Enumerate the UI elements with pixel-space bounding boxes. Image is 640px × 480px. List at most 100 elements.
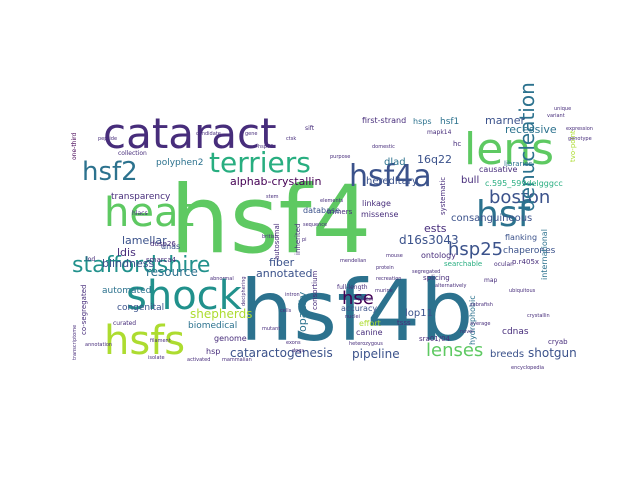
word-d16s3043: d16s3043 xyxy=(399,233,459,247)
word-polyphen2: polyphen2 xyxy=(156,158,203,168)
word-splicing: splicing xyxy=(423,274,450,282)
word-activated: activated xyxy=(187,357,210,363)
word-searchable: searchable xyxy=(444,260,482,268)
word-hlacs: hlacs xyxy=(132,210,148,217)
word-gene: gene xyxy=(245,131,258,137)
word-hsp25: hsp25 xyxy=(448,239,503,260)
word-heterozygous: heterozygous xyxy=(349,341,383,347)
word-segregated: segregated xyxy=(412,269,440,275)
word-hsf4a: hsf4a xyxy=(349,159,432,194)
word-shepherds: shepherds xyxy=(190,307,252,321)
word-lop11: lop11 xyxy=(405,308,433,319)
word-mammalian: mammalian xyxy=(222,357,252,363)
word-breeds: breeds xyxy=(490,349,524,360)
word-congenital: congenital xyxy=(117,303,164,313)
word-map: map xyxy=(484,277,498,284)
word-mendelian: mendelian xyxy=(340,258,366,264)
word-hc: hc xyxy=(453,140,461,148)
word-c-595-599delgggcc: c.595_599delgggcc xyxy=(485,179,563,188)
word-trimers: trimers xyxy=(327,208,353,216)
word-dogs: dogs xyxy=(292,348,304,354)
word-opacity: opacity xyxy=(296,291,309,332)
word-alphab-crystallin: alphab-crystallin xyxy=(230,175,321,188)
word-ests: ests xyxy=(424,222,447,235)
word-libraries: libraries xyxy=(504,160,533,168)
word-filament: filament xyxy=(150,338,171,344)
word-biomedical: biomedical xyxy=(188,321,237,331)
word-tvo-point: tvo-point xyxy=(569,130,577,162)
word-flanking: flanking xyxy=(505,233,537,242)
word-crystallin: crystallin xyxy=(527,313,550,319)
word-p-r405x: p.r405x xyxy=(512,258,539,266)
word-encyclopedia: encyclopedia xyxy=(511,365,544,371)
word-genotype: genotype xyxy=(568,136,592,142)
word-one-third: one-third xyxy=(71,132,78,160)
word-riken: riken xyxy=(358,296,373,303)
word-dlad: dlad xyxy=(384,157,406,168)
word-hsf1: hsf1 xyxy=(440,117,459,127)
word-causative: causative xyxy=(479,165,518,174)
word-variant: variant xyxy=(547,113,565,119)
word-average: average xyxy=(470,321,490,327)
word-heat: heat xyxy=(104,190,194,236)
word-mapk14: mapk14 xyxy=(427,129,452,136)
word-hereditary: hereditary xyxy=(366,176,418,187)
word-international: international xyxy=(540,229,549,280)
word-ctsk: ctsk xyxy=(286,136,296,142)
word-deciphering: deciphering xyxy=(241,276,247,306)
word-transcriptome: transcriptome xyxy=(72,325,78,360)
word-expression: expression xyxy=(566,126,593,132)
word-denucleation: denucleation xyxy=(515,82,539,212)
word-murine: murine xyxy=(375,288,393,294)
word-mouse: mouse xyxy=(386,253,403,259)
word-marner: marner xyxy=(485,114,526,127)
word-pipeline: pipeline xyxy=(352,347,400,361)
word-systematic: systematic xyxy=(439,177,447,215)
word-purpose: purpose xyxy=(330,154,350,160)
word-lens: lens xyxy=(464,124,554,175)
word-terriers: terriers xyxy=(209,146,311,179)
word-intron: intron xyxy=(285,292,300,298)
word-sra01-04: sra01/04 xyxy=(419,335,451,343)
word-autosomal: autosomal xyxy=(273,223,281,260)
word-dnas: dnas xyxy=(161,242,180,251)
word-recessive: recessive xyxy=(505,123,557,136)
word-shock: shock xyxy=(126,273,243,319)
word-16q22: 16q22 xyxy=(417,153,452,166)
word-novel: novel xyxy=(460,329,474,335)
word-unique: unique xyxy=(554,106,571,112)
word-blindness: blindness xyxy=(102,257,155,270)
word-automated: automated xyxy=(102,286,151,296)
word-genome: genome xyxy=(214,334,247,343)
word-inherited: inherited xyxy=(294,224,302,255)
word-ubiquitous: ubiquitous xyxy=(509,288,536,294)
word-collection: collection xyxy=(118,150,147,157)
word-transparency: transparency xyxy=(111,192,171,202)
word-protein: protein xyxy=(376,265,394,271)
word-hsp: hsp xyxy=(206,347,220,356)
word-hsps: hsps xyxy=(413,117,431,126)
word-exons: exons xyxy=(286,340,301,346)
word-hsf2: hsf2 xyxy=(82,157,138,187)
word-effort: effort xyxy=(359,319,381,328)
word-sequence: sequence xyxy=(303,222,327,228)
word-ldis: ldis xyxy=(117,246,136,259)
word-annotation: annotation xyxy=(85,342,112,348)
word-sift: sift xyxy=(305,125,315,132)
word-consanguineous: consanguineous xyxy=(451,213,532,224)
word-ontology: ontology xyxy=(421,251,456,260)
word-hsf4b: hsf4b xyxy=(240,262,473,360)
word-co-segregated: co-segregated xyxy=(80,285,88,335)
word-linkage: linkage xyxy=(362,199,391,208)
word-british: british xyxy=(262,234,278,240)
word-resource: resource xyxy=(146,265,198,279)
word-cataractogenesis: cataractogenesis xyxy=(230,346,333,360)
word-recreation: recreation xyxy=(376,276,401,282)
word-elements: elements xyxy=(320,198,344,204)
word-chaperones: chaperones xyxy=(503,246,556,256)
word-first-strand: first-strand xyxy=(362,116,406,125)
word-fiber: fiber xyxy=(269,256,295,269)
word-tsss: tsss xyxy=(397,319,411,327)
